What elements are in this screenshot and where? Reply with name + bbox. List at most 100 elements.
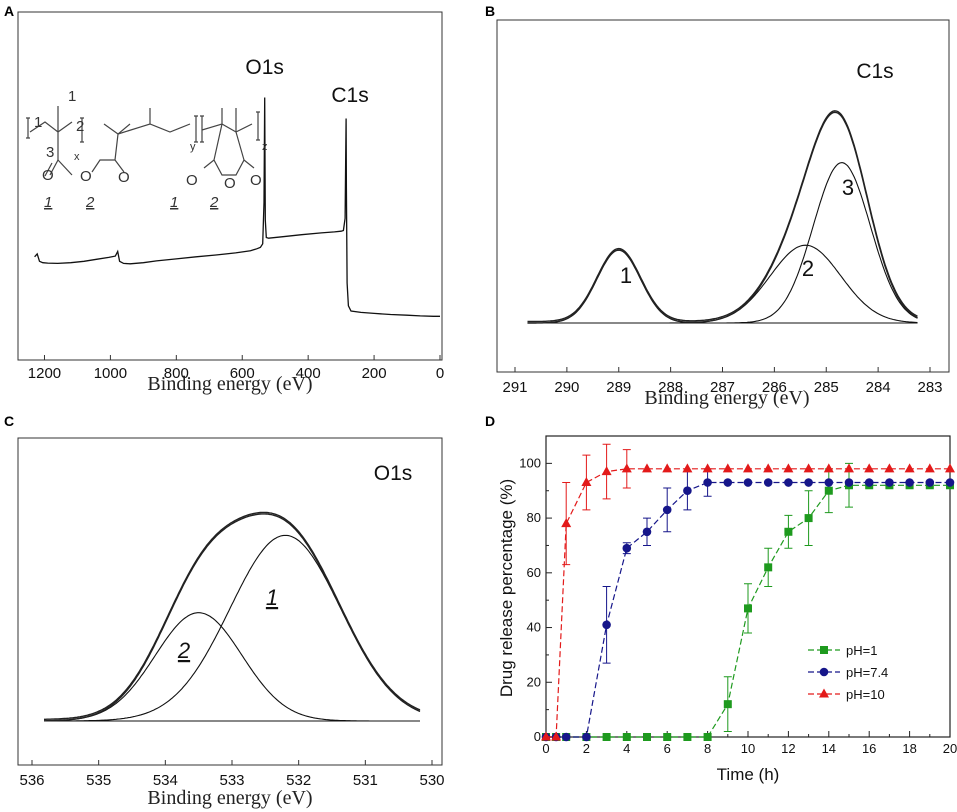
a-tick-label: 800 bbox=[164, 365, 189, 382]
data-point bbox=[602, 733, 611, 741]
anhydride-link bbox=[91, 123, 131, 173]
data-point bbox=[723, 478, 733, 487]
data-point bbox=[945, 463, 955, 473]
legend-marker bbox=[820, 646, 828, 654]
series-line bbox=[546, 484, 950, 738]
atom-label-o2: 2 bbox=[85, 194, 95, 211]
panel-c-frame bbox=[17, 437, 443, 766]
d-y-tick-label: 0 bbox=[534, 729, 541, 744]
bracket-z bbox=[256, 111, 260, 141]
panel-b-title: C1s bbox=[856, 60, 893, 83]
data-point bbox=[763, 478, 773, 487]
atom-label-o1: 1 bbox=[44, 194, 52, 211]
d-x-tick-label: 8 bbox=[704, 741, 711, 756]
data-point bbox=[783, 463, 794, 473]
atom-label-o2b: 2 bbox=[209, 194, 219, 211]
data-point bbox=[864, 478, 874, 487]
data-point bbox=[602, 620, 611, 630]
panel-d-x-label: Time (h) bbox=[717, 765, 780, 784]
backbone-x bbox=[29, 106, 73, 160]
a-tick-label: 1000 bbox=[94, 365, 127, 382]
tick-label: 287 bbox=[710, 379, 735, 396]
oxygen-label-5: O bbox=[224, 175, 236, 192]
panel-d-axes: 0 2 4 6 8 10 12 14 16 18 20 0 20 40 60 80 100 bbox=[519, 435, 957, 756]
data-point bbox=[662, 505, 672, 515]
a-tick-label: 200 bbox=[362, 365, 387, 382]
tick-label: 532 bbox=[286, 772, 311, 789]
oxygen-label-2: O bbox=[80, 168, 92, 185]
data-point bbox=[703, 478, 712, 487]
legend-marker bbox=[819, 667, 829, 677]
atom-label-o1b: 1 bbox=[170, 194, 178, 211]
panel-c-o1s-spectrum: 536 535 534 533 532 531 530 O1s 1 2 Binding en… bbox=[17, 437, 445, 809]
data-point bbox=[763, 463, 774, 473]
d-y-tick-label: 60 bbox=[527, 565, 541, 580]
panel-d-y-label: Drug release percentage (%) bbox=[497, 479, 516, 697]
data-point bbox=[561, 732, 571, 742]
data-point bbox=[823, 463, 834, 473]
atom-label-2a: 2 bbox=[76, 118, 84, 135]
chemical-structure bbox=[26, 106, 260, 177]
panel-a-survey-spectrum: 1200 1000 800 600 400 200 0 O1s C1s Binding en… bbox=[17, 11, 444, 395]
peak-label-o1s: O1s bbox=[245, 56, 284, 79]
series-pH=1 bbox=[542, 462, 954, 741]
panel-b-c1s-spectrum: 291 290 289 288 287 286 285 284 283 C1s 1 2 3 Bi… bbox=[496, 19, 950, 409]
experimental-envelope bbox=[527, 110, 918, 323]
oxygen-label-6: O bbox=[250, 172, 262, 189]
tick-label: 284 bbox=[866, 379, 891, 396]
data-point bbox=[744, 604, 752, 613]
peak-label-c1s: C1s bbox=[331, 84, 368, 107]
panel-c-x-axis: 536 535 534 533 532 531 530 bbox=[19, 760, 445, 789]
legend-item-2: pH=10 bbox=[808, 687, 885, 702]
a-tick-label: 400 bbox=[296, 365, 321, 382]
data-point bbox=[581, 477, 592, 487]
data-point bbox=[764, 563, 773, 572]
panel-b-x-axis: 291 290 289 288 287 286 285 284 283 bbox=[502, 367, 943, 396]
data-point bbox=[551, 731, 562, 741]
survey-spectrum-line bbox=[34, 97, 440, 317]
tick-label: 288 bbox=[658, 379, 683, 396]
legend-label: pH=1 bbox=[846, 643, 877, 658]
data-point bbox=[622, 733, 631, 741]
panel-label-c: C bbox=[4, 413, 14, 429]
d-x-tick-label: 16 bbox=[862, 741, 876, 756]
tick-label: 283 bbox=[917, 379, 942, 396]
tick-label: 290 bbox=[554, 379, 579, 396]
data-point bbox=[844, 463, 854, 473]
data-point bbox=[924, 463, 935, 473]
d-x-tick-label: 0 bbox=[542, 741, 549, 756]
panel-b-x-label: Binding energy (eV) bbox=[644, 387, 809, 409]
d-x-tick-label: 4 bbox=[623, 741, 630, 756]
ring-z bbox=[203, 123, 255, 176]
d-x-tick-label: 12 bbox=[781, 741, 795, 756]
panel-a-x-axis: 1200 1000 800 600 400 200 0 bbox=[28, 355, 444, 382]
data-point bbox=[945, 478, 955, 487]
data-point bbox=[683, 486, 692, 496]
tick-label: 286 bbox=[762, 379, 787, 396]
component-label-b2: 2 bbox=[802, 256, 814, 281]
oxygen-label-1: O bbox=[42, 167, 54, 184]
data-point bbox=[803, 463, 814, 473]
panel-label-a: A bbox=[4, 3, 14, 19]
data-point bbox=[682, 463, 693, 473]
panel-label-d: D bbox=[485, 413, 495, 429]
oxygen-label-3: O bbox=[118, 169, 130, 186]
legend-marker bbox=[819, 688, 829, 698]
legend-label: pH=7.4 bbox=[846, 665, 888, 680]
atom-label-1b: 1 bbox=[68, 88, 76, 105]
data-point bbox=[824, 486, 833, 495]
a-tick-label: 0 bbox=[436, 365, 444, 382]
d-y-tick-label: 40 bbox=[527, 620, 541, 635]
subscript-x: x bbox=[74, 151, 80, 163]
data-point bbox=[864, 463, 875, 473]
data-point bbox=[662, 463, 673, 473]
data-point bbox=[622, 543, 632, 553]
series-line bbox=[546, 481, 950, 738]
fit-envelope bbox=[44, 513, 421, 722]
data-point bbox=[643, 733, 651, 741]
component-label-c1: 1 bbox=[266, 585, 278, 610]
tick-label: 536 bbox=[19, 772, 44, 789]
backbone-y bbox=[117, 115, 198, 143]
d-x-tick-label: 18 bbox=[902, 741, 916, 756]
data-point bbox=[703, 733, 712, 741]
